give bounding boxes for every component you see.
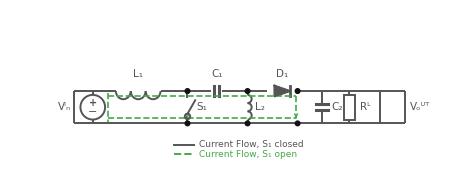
Text: Current Flow, S₁ open: Current Flow, S₁ open (199, 150, 297, 159)
Bar (344, 95, 355, 120)
Circle shape (185, 121, 190, 126)
Text: L₂: L₂ (255, 102, 265, 112)
Text: −: − (88, 107, 98, 117)
Circle shape (295, 121, 300, 126)
Circle shape (185, 89, 190, 93)
Text: Rᴸ: Rᴸ (360, 102, 371, 112)
Circle shape (245, 121, 250, 126)
Polygon shape (274, 86, 290, 96)
Text: C₂: C₂ (331, 102, 343, 112)
Text: S₁: S₁ (197, 102, 208, 112)
Text: +: + (89, 98, 97, 108)
Text: Current Flow, S₁ closed: Current Flow, S₁ closed (199, 140, 304, 149)
Text: Vᴵₙ: Vᴵₙ (58, 102, 71, 112)
Text: D₁: D₁ (276, 69, 288, 79)
Circle shape (245, 89, 250, 93)
Text: Vₒᵁᵀ: Vₒᵁᵀ (410, 102, 430, 112)
Text: C₁: C₁ (211, 69, 223, 79)
Text: L₁: L₁ (133, 69, 143, 79)
Circle shape (295, 89, 300, 93)
